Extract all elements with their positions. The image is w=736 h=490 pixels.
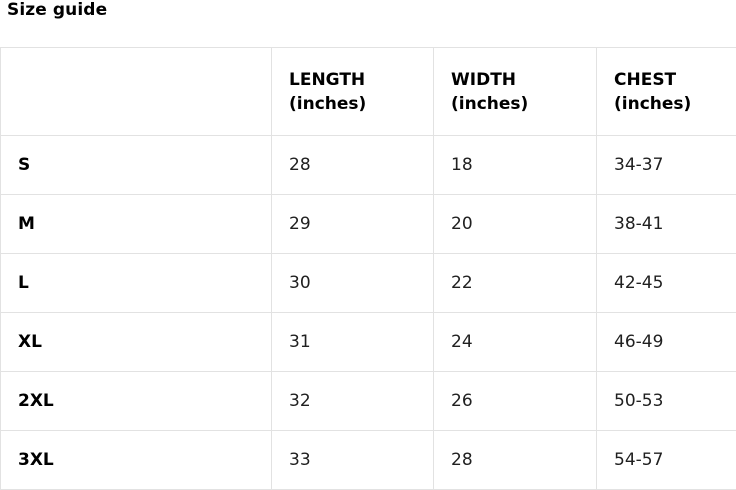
chest-value: 38-41 bbox=[596, 194, 736, 254]
length-value: 29 bbox=[271, 194, 434, 254]
page-title: Size guide bbox=[7, 0, 108, 20]
width-value: 18 bbox=[433, 135, 597, 195]
column-header-chest: CHEST (inches) bbox=[596, 47, 736, 136]
table-row-l: L 30 22 42-45 bbox=[0, 253, 736, 313]
column-header-size bbox=[0, 47, 272, 136]
size-label: M bbox=[0, 194, 272, 254]
column-header-length: LENGTH (inches) bbox=[271, 47, 434, 136]
length-value: 31 bbox=[271, 312, 434, 372]
width-value: 26 bbox=[433, 371, 597, 431]
size-label: XL bbox=[0, 312, 272, 372]
size-label: 2XL bbox=[0, 371, 272, 431]
chest-value: 50-53 bbox=[596, 371, 736, 431]
width-value: 20 bbox=[433, 194, 597, 254]
header-row: LENGTH (inches) WIDTH (inches) CHEST (in… bbox=[0, 47, 736, 136]
chest-value: 42-45 bbox=[596, 253, 736, 313]
length-value: 33 bbox=[271, 430, 434, 490]
length-value: 30 bbox=[271, 253, 434, 313]
size-guide-table: LENGTH (inches) WIDTH (inches) CHEST (in… bbox=[0, 47, 736, 490]
size-label: 3XL bbox=[0, 430, 272, 490]
size-label: L bbox=[0, 253, 272, 313]
chest-value: 34-37 bbox=[596, 135, 736, 195]
table-row-m: M 29 20 38-41 bbox=[0, 194, 736, 254]
chest-value: 46-49 bbox=[596, 312, 736, 372]
width-value: 24 bbox=[433, 312, 597, 372]
table-row-2xl: 2XL 32 26 50-53 bbox=[0, 371, 736, 431]
column-header-width: WIDTH (inches) bbox=[433, 47, 597, 136]
table-row-3xl: 3XL 33 28 54-57 bbox=[0, 430, 736, 490]
table-row-xl: XL 31 24 46-49 bbox=[0, 312, 736, 372]
size-label: S bbox=[0, 135, 272, 195]
width-value: 28 bbox=[433, 430, 597, 490]
length-value: 32 bbox=[271, 371, 434, 431]
length-value: 28 bbox=[271, 135, 434, 195]
table-row-s: S 28 18 34-37 bbox=[0, 135, 736, 195]
chest-value: 54-57 bbox=[596, 430, 736, 490]
width-value: 22 bbox=[433, 253, 597, 313]
